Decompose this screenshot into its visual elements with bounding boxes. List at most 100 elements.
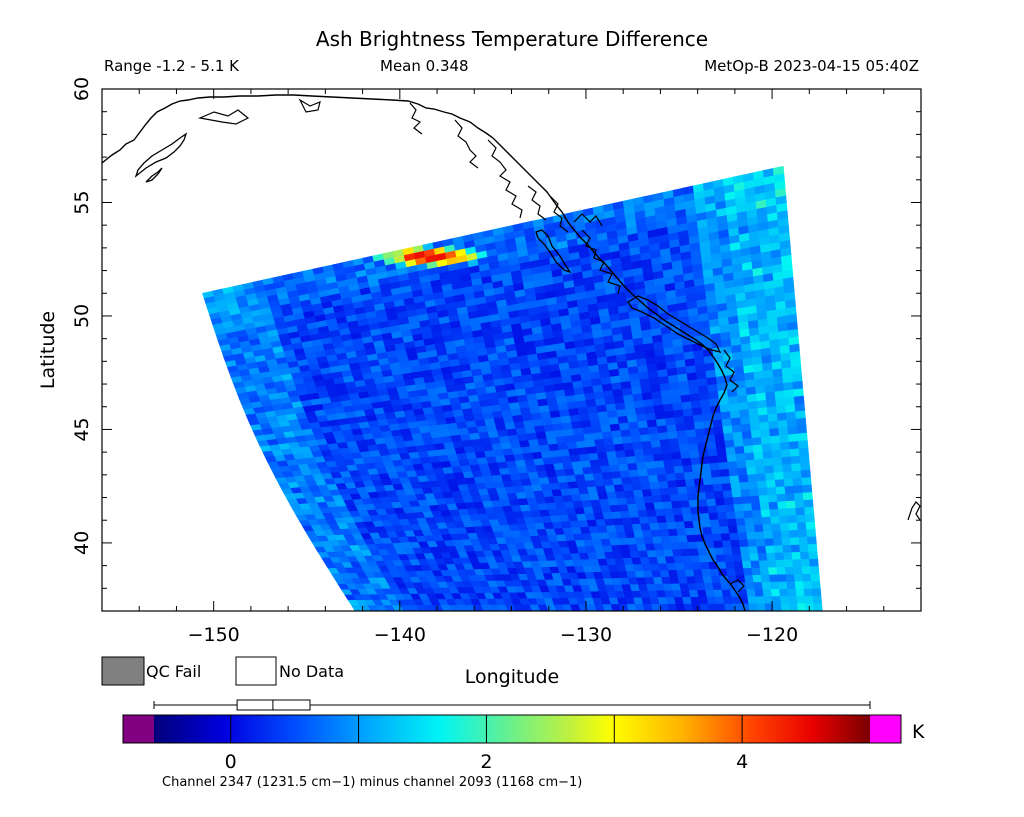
- swath-cell: [782, 374, 794, 384]
- swath-cell: [695, 583, 706, 591]
- swath-cell: [591, 425, 603, 434]
- swath-cell: [773, 464, 784, 474]
- swath-cell: [682, 464, 694, 474]
- swath-cell: [722, 547, 734, 556]
- swath-cell: [671, 500, 682, 509]
- swath-cell: [721, 540, 733, 549]
- swath-cell: [705, 589, 716, 598]
- swath-cell: [729, 410, 741, 420]
- swath-cell: [584, 439, 597, 448]
- swath-cell: [788, 603, 799, 611]
- y-tick-label: 50: [71, 304, 93, 328]
- swath-cell: [643, 454, 655, 463]
- swath-cell: [693, 421, 705, 430]
- swath-cell: [688, 443, 699, 452]
- swath-cell: [731, 489, 743, 498]
- swath-cell: [691, 513, 702, 522]
- swath-cell: [781, 537, 792, 546]
- map-plot-area: [102, 94, 921, 611]
- swath-cell: [717, 511, 728, 521]
- swath-cell: [750, 495, 761, 504]
- swath-cell: [749, 553, 760, 562]
- swath-cell: [753, 451, 765, 461]
- swath-cell: [783, 552, 793, 561]
- swath-cell: [724, 554, 735, 563]
- swath-cell: [778, 427, 789, 437]
- swath-cell: [624, 449, 636, 458]
- swath-cell: [798, 447, 810, 457]
- swath-cell: [719, 404, 731, 413]
- swath-cell: [686, 485, 697, 495]
- swath-cell: [738, 539, 750, 548]
- colorbar-unit: K: [912, 721, 925, 743]
- swath-cell: [734, 510, 746, 520]
- swath-cell: [743, 445, 755, 454]
- swath-cell: [707, 603, 718, 611]
- swath-cell: [694, 576, 705, 584]
- swath-cell: [722, 490, 734, 499]
- swath-cell: [773, 471, 785, 481]
- swath-cell: [581, 426, 594, 435]
- swath-cell: [600, 424, 612, 433]
- swath-cell: [734, 373, 746, 383]
- swath-cell: [673, 514, 685, 523]
- swath-cell: [630, 476, 642, 485]
- swath-cell: [760, 436, 772, 446]
- swath-cell: [794, 403, 806, 413]
- swath-cell: [622, 442, 635, 451]
- swath-cell: [788, 596, 798, 605]
- swath-cell: [687, 583, 698, 591]
- swath-cell: [766, 552, 777, 561]
- swath-cell: [592, 472, 604, 481]
- swath-cell: [589, 418, 602, 428]
- swath-cell: [748, 481, 759, 490]
- swath-cell: [751, 567, 762, 576]
- swath-cell: [672, 402, 684, 412]
- swath-cell: [663, 410, 676, 420]
- swath-cell: [807, 543, 818, 553]
- swath-cell: [662, 501, 674, 510]
- swath-cell: [755, 538, 766, 547]
- swath-cell: [787, 515, 798, 524]
- swath-cell: [766, 406, 778, 416]
- swath-cell: [745, 524, 756, 534]
- swath-cell: [618, 463, 630, 472]
- swath-cell: [634, 455, 646, 464]
- qc-fail-swatch: [101, 656, 145, 686]
- swath-cell: [734, 568, 745, 577]
- swath-cell: [744, 452, 756, 462]
- swath-cell: [639, 434, 652, 443]
- swath-cell: [625, 407, 637, 417]
- swath-cell: [777, 574, 788, 583]
- swath-cell: [566, 441, 578, 450]
- swath-cell: [713, 540, 724, 549]
- swath-cell: [717, 454, 729, 464]
- swath-cell: [756, 473, 767, 482]
- swath-cell: [571, 421, 583, 430]
- swath-cell: [707, 383, 719, 393]
- swath-cell: [694, 428, 706, 437]
- swath-cell: [678, 493, 690, 502]
- swath-cell: [660, 445, 672, 455]
- swath-cell: [720, 411, 732, 421]
- swath-cell: [734, 446, 746, 455]
- swath-cell: [793, 395, 805, 405]
- swath-cell: [599, 417, 611, 427]
- swath-cell: [646, 419, 658, 428]
- colorbar-under-swatch: [123, 715, 154, 743]
- swath-cell: [749, 488, 760, 497]
- swath-cell: [743, 567, 754, 576]
- swath-cell: [627, 462, 639, 471]
- swath-cell: [701, 470, 713, 479]
- swath-cell: [592, 432, 604, 441]
- swath-cell: [625, 456, 637, 465]
- swath-cell: [720, 533, 731, 542]
- swath-cell: [681, 457, 693, 467]
- swath-cell: [718, 461, 730, 471]
- swath-cell: [733, 503, 745, 513]
- swath-cell: [731, 424, 743, 434]
- swath-cell: [740, 488, 751, 498]
- swath-cell: [791, 365, 802, 376]
- swath-cell: [600, 465, 612, 474]
